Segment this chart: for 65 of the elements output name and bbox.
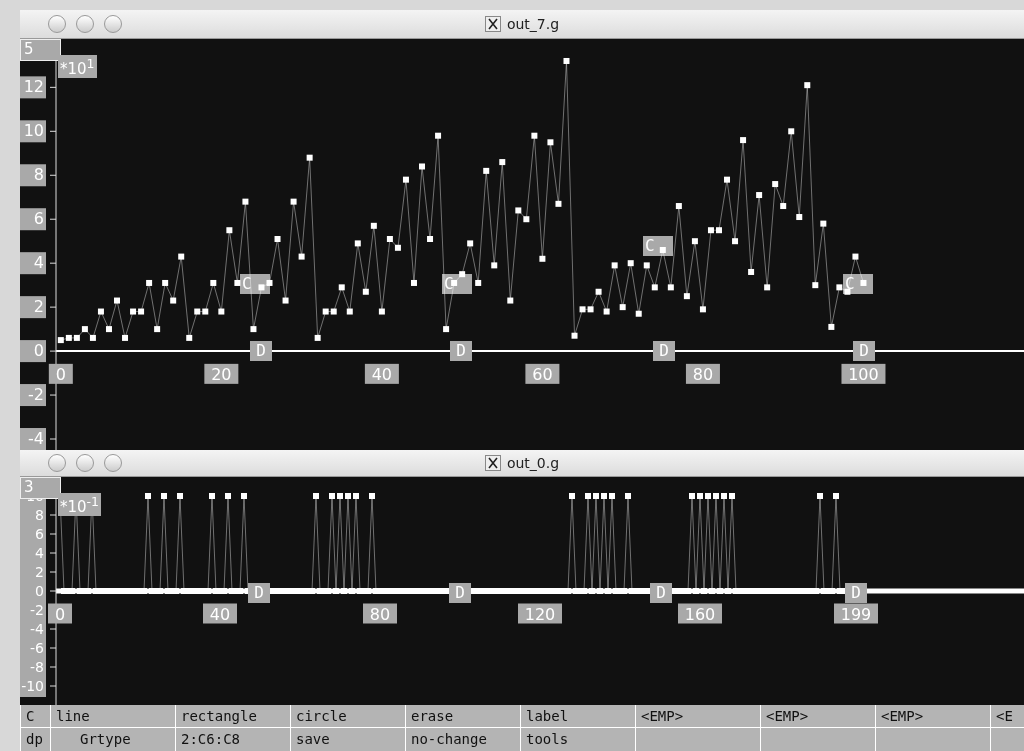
text: circle [296,708,347,724]
text: dp [26,731,43,747]
annotation: D [650,583,672,603]
y-tick-label: 6 [35,526,45,542]
x-tick-label: 160 [684,604,716,624]
x-tick-label: 199 [840,604,872,624]
y-tick-label: 10 [23,121,44,141]
annotation: C [242,274,252,293]
y-tick-label: 0 [33,341,44,361]
text: <EMP> [766,708,809,724]
chart-title: out_7.g [506,16,560,32]
text: Grtype [80,731,131,747]
annotation: D [450,341,472,361]
chart-title: out_0.g [506,455,560,471]
text: save [296,731,330,747]
x-tick-label: 0 [55,364,66,384]
text: 5 [20,39,61,61]
text: 3 [20,477,61,499]
x-tick-label: 80 [369,604,391,624]
y-tick-label: 8 [35,507,44,523]
annotation: D [853,341,875,361]
y-tick-label: -2 [28,385,44,405]
text: line [56,708,90,724]
text: <E [996,708,1013,724]
annotation: C [444,274,454,293]
text: <EMP> [881,708,924,724]
annotation: D [653,341,675,361]
y-tick-label: 4 [33,253,44,273]
y-tick-label: -4 [28,429,44,449]
x-tick-label: 40 [209,604,231,624]
text: 2:C6:C8 [181,731,241,747]
y-tick-label: -2 [30,602,44,618]
y-tick-label: -8 [30,659,44,675]
y-tick-label: 8 [33,165,44,185]
x-tick-label: 20 [211,364,232,384]
y-tick-label: 0 [35,583,44,599]
annotation: C [645,236,655,255]
x-tick-label: 60 [532,364,553,384]
x-tick-label: 120 [524,604,556,624]
annotation: D [248,583,270,603]
annotation: C [845,274,855,293]
text: rectangle [181,708,257,724]
y-tick-label: -10 [21,678,44,694]
x-tick-label: 80 [692,364,714,384]
text: tools [526,731,569,747]
y-tick-label: 6 [33,209,44,229]
y-tick-label: -6 [30,640,45,656]
y-tick-label: 2 [33,297,44,317]
annotation: D [845,583,867,603]
annotation: *10$^{-1}$ [58,493,102,516]
text: no-change [411,731,487,747]
text: erase [411,708,454,724]
annotation: *10$^{1}$ [58,55,97,78]
x-tick-label: 100 [848,364,879,384]
text: <EMP> [641,708,684,724]
y-tick-label: 2 [35,564,44,580]
annotation: D [250,341,272,361]
y-tick-label: 4 [35,545,45,561]
annotation: D [449,583,471,603]
text: label [526,708,569,724]
x-tick-label: 0 [54,604,66,624]
text: C [26,708,35,724]
y-tick-label: 12 [23,77,44,97]
x-tick-label: 40 [371,364,393,384]
y-tick-label: -4 [30,621,45,637]
